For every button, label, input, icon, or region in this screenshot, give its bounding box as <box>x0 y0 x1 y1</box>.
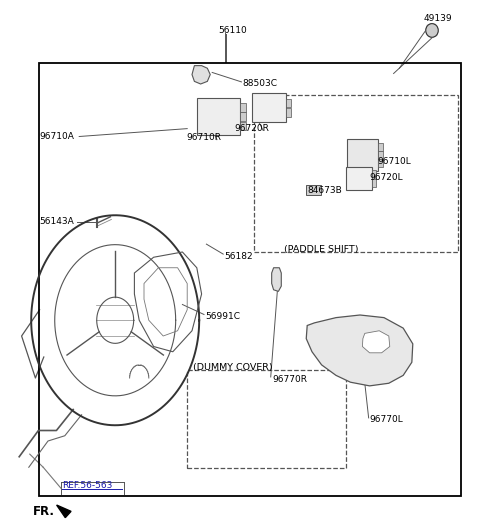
Polygon shape <box>57 505 71 518</box>
Text: 84673B: 84673B <box>308 186 342 195</box>
Text: 56182: 56182 <box>224 251 253 261</box>
Bar <box>254 94 458 252</box>
Polygon shape <box>378 151 383 159</box>
Text: (DUMMY COVER): (DUMMY COVER) <box>193 363 273 372</box>
Text: 56991C: 56991C <box>205 312 240 321</box>
Polygon shape <box>197 98 240 135</box>
Text: 49139: 49139 <box>424 14 453 24</box>
Text: 56143A: 56143A <box>39 217 74 226</box>
Polygon shape <box>240 103 247 112</box>
Text: FR.: FR. <box>33 505 55 518</box>
Text: 96720L: 96720L <box>370 173 403 182</box>
Polygon shape <box>378 143 383 151</box>
Polygon shape <box>346 167 372 190</box>
Bar <box>187 370 346 468</box>
Text: 56110: 56110 <box>218 26 247 35</box>
Circle shape <box>426 24 438 37</box>
Text: 96770L: 96770L <box>370 415 403 425</box>
Polygon shape <box>240 112 247 121</box>
Text: 96770R: 96770R <box>272 374 307 384</box>
Polygon shape <box>306 185 321 195</box>
Polygon shape <box>372 170 376 178</box>
Text: (PADDLE SHIFT): (PADDLE SHIFT) <box>284 245 359 255</box>
Polygon shape <box>286 99 291 107</box>
Polygon shape <box>362 331 390 353</box>
Polygon shape <box>252 93 286 122</box>
Text: REF.56-563: REF.56-563 <box>62 481 113 490</box>
Text: 96710L: 96710L <box>377 157 411 166</box>
Polygon shape <box>286 108 291 117</box>
Text: 88503C: 88503C <box>242 79 277 89</box>
Text: 96710A: 96710A <box>39 132 74 141</box>
Polygon shape <box>272 268 281 291</box>
Polygon shape <box>306 315 413 386</box>
Polygon shape <box>347 139 378 171</box>
Text: 96720R: 96720R <box>234 123 269 133</box>
Text: 96710R: 96710R <box>186 133 221 142</box>
Polygon shape <box>192 66 210 84</box>
Polygon shape <box>240 122 247 130</box>
Bar <box>39 63 461 496</box>
Polygon shape <box>372 178 376 186</box>
Polygon shape <box>378 159 383 167</box>
